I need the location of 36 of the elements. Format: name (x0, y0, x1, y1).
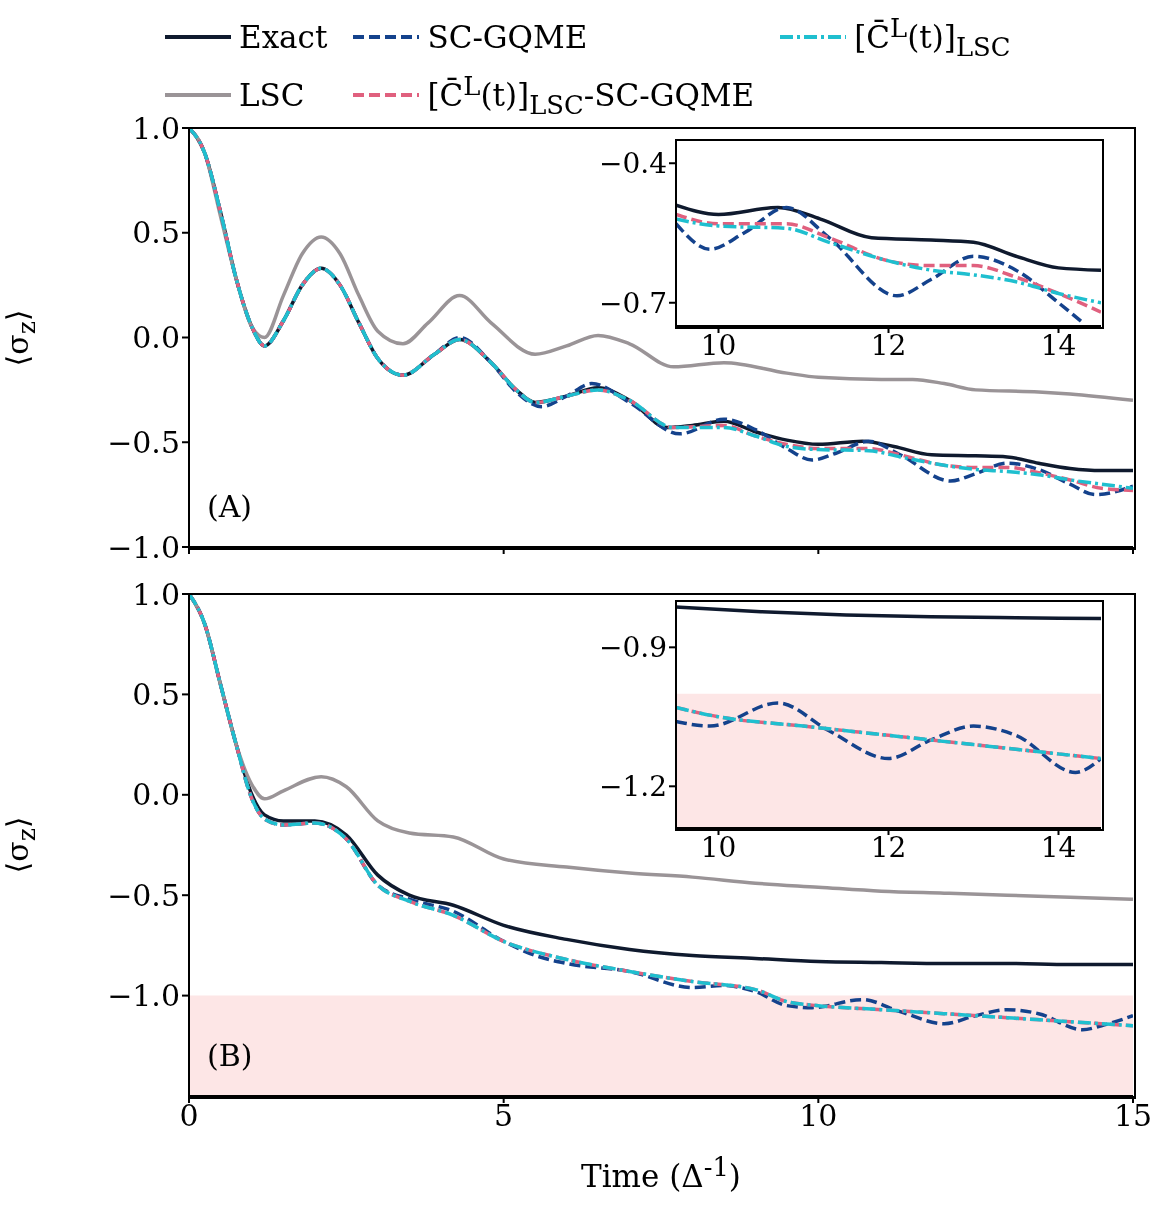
annotation: (B) (207, 1038, 253, 1073)
legend-label: LSC (239, 77, 305, 113)
x-tick-label: 15 (1113, 1098, 1153, 1134)
x-axis-title: Time (Δ$^{-1}$) (580, 1152, 742, 1195)
y-tick-label: −1.2 (599, 770, 667, 804)
y-tick-label: −0.4 (599, 147, 667, 181)
legend-label: SC-GQME (427, 19, 588, 55)
y-tick-label: −1.0 (107, 978, 180, 1014)
y-tick-label: −0.7 (599, 286, 667, 320)
y-tick-label: 1.0 (132, 110, 180, 146)
y-tick-label: 0.0 (132, 320, 180, 356)
y-tick-label: 0.0 (132, 777, 180, 813)
x-tick-label: 10 (799, 1098, 838, 1134)
legend-label: [C̄$^{L}$(t)]$_{LSC}$-SC-GQME (427, 70, 755, 120)
y-tick-label: −1.0 (107, 529, 180, 565)
legend-label: [C̄$^{L}$(t)]$_{LSC}$ (854, 12, 1011, 62)
legend-label: Exact (239, 19, 328, 55)
y-tick-label: 0.5 (132, 677, 180, 713)
y-tick-label: 1.0 (132, 576, 180, 612)
x-tick-label: 5 (494, 1098, 514, 1134)
x-tick-label: 10 (700, 328, 737, 362)
line-series (676, 203, 1101, 272)
y-tick-label: −0.5 (107, 877, 180, 913)
x-tick-label: 0 (179, 1098, 199, 1134)
x-tick-label: 12 (870, 328, 907, 362)
y-tick-label: −0.9 (599, 631, 667, 665)
annotation: (A) (207, 489, 253, 524)
line-series (676, 701, 1101, 775)
x-tick-label: 12 (870, 830, 907, 864)
line-series (676, 705, 1101, 761)
line-series (676, 605, 1101, 621)
x-tick-label: 10 (700, 830, 737, 864)
y-tick-label: −0.5 (107, 424, 180, 460)
x-tick-label: 14 (1040, 328, 1077, 362)
x-tick-label: 14 (1040, 830, 1077, 864)
y-tick-label: 0.5 (132, 215, 180, 251)
